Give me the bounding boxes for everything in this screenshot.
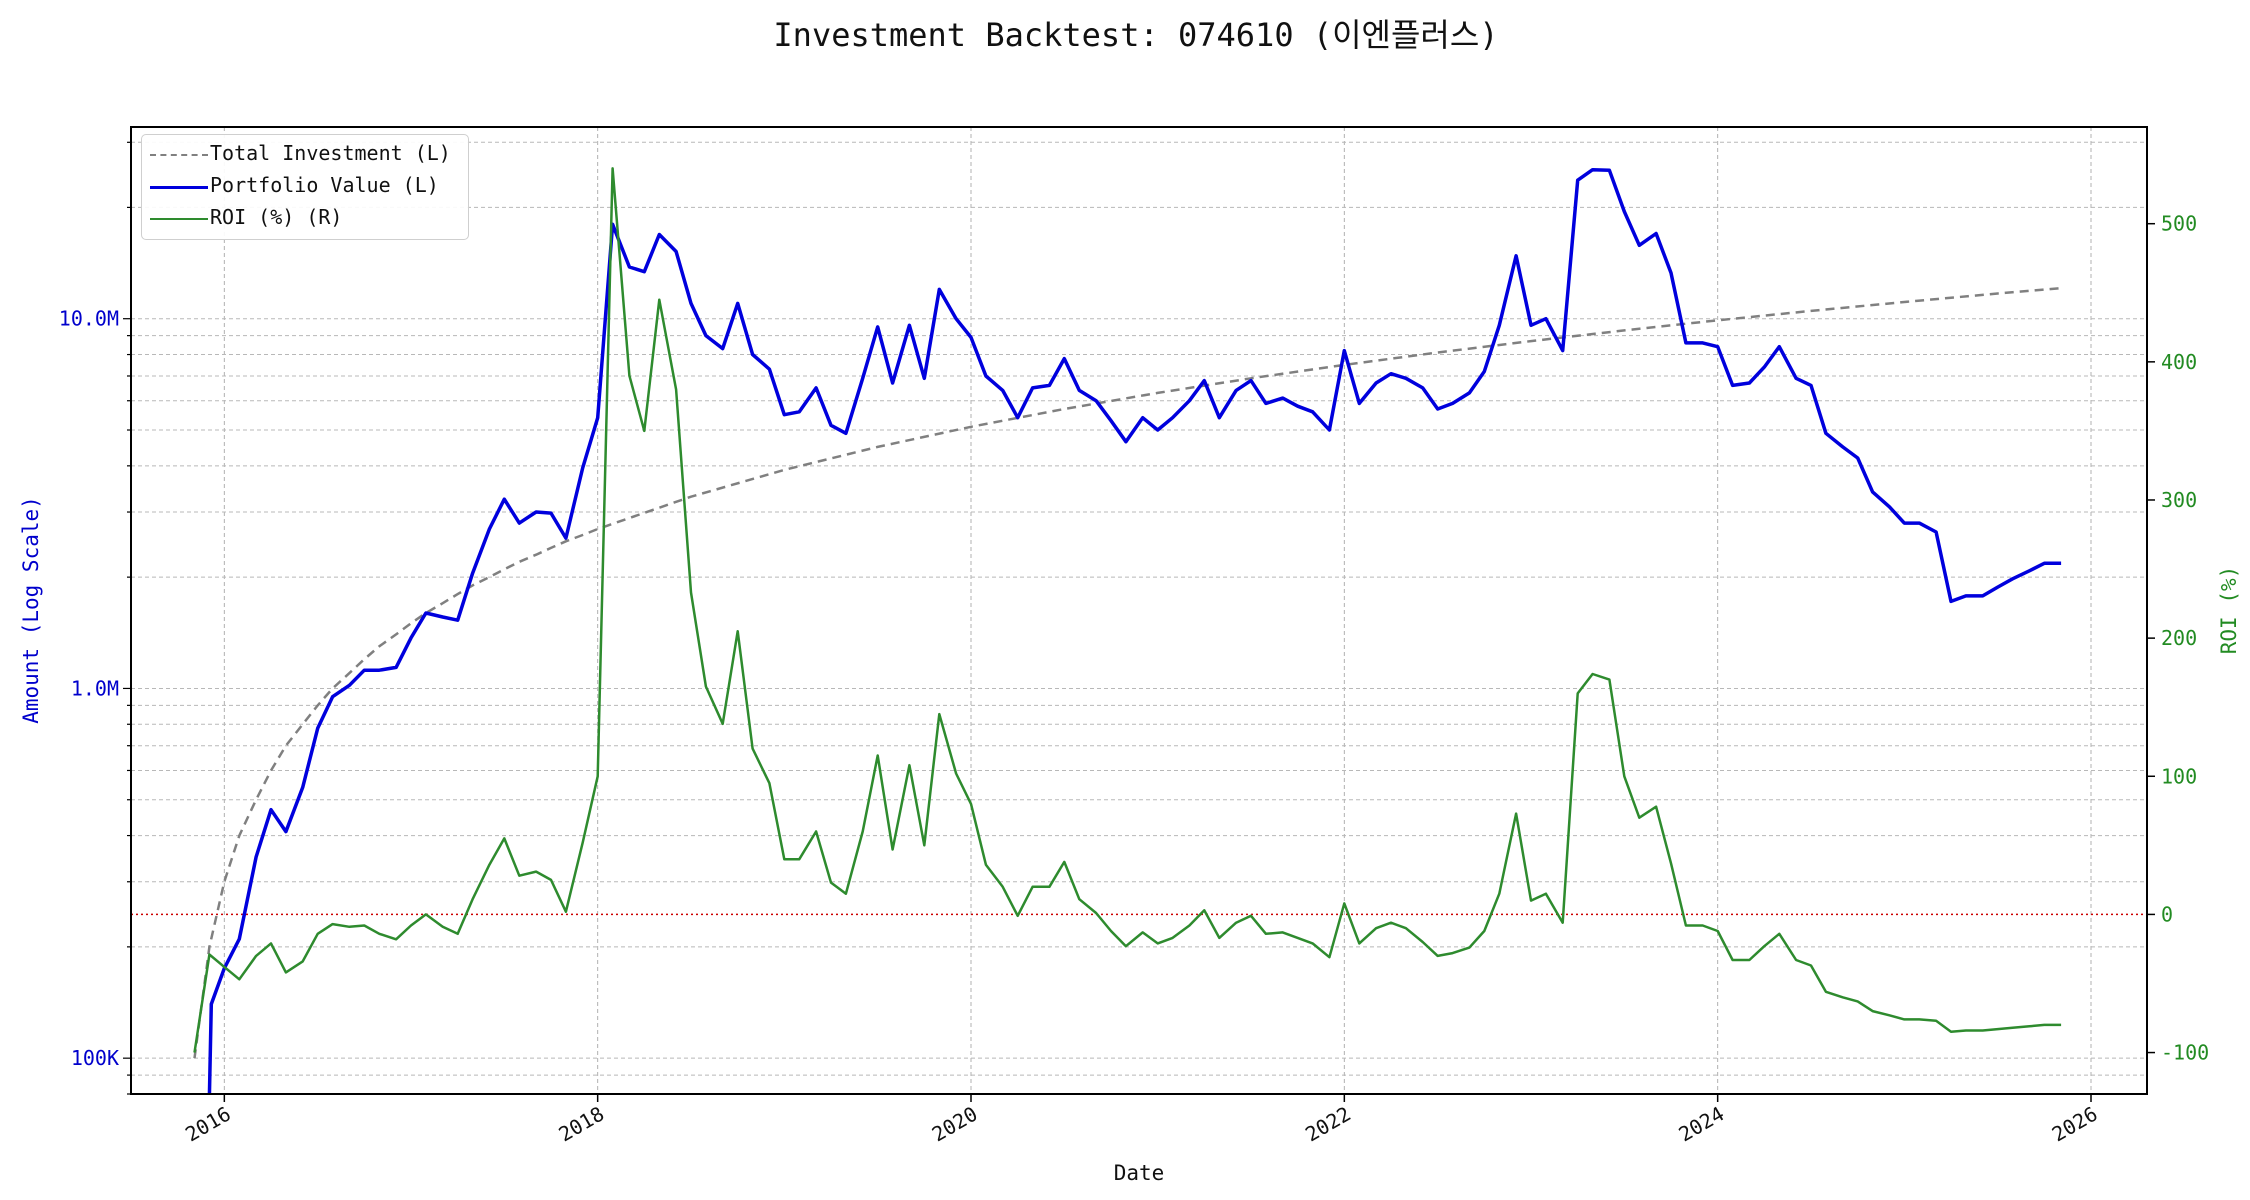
y-left-tick-label-10.0M: 10.0M: [59, 307, 119, 331]
y-right-tick-label-100: 100: [2161, 764, 2197, 788]
x-tick-label-2022: 2022: [1301, 1102, 1355, 1147]
y-right-tick-label-0: 0: [2161, 902, 2173, 926]
legend-swatch-roi: [150, 218, 208, 220]
chart-legend: Total Investment (L) Portfolio Value (L)…: [141, 134, 469, 240]
plot-frame: [130, 126, 2148, 1095]
y-left-tick-label-100K: 100K: [71, 1046, 119, 1070]
series-layer: [193, 167, 2062, 1094]
legend-item-total-investment: Total Investment (L): [142, 139, 468, 171]
y-left-axis-label: Amount (Log Scale): [19, 496, 43, 724]
legend-swatch-portfolio-value: [150, 186, 208, 189]
legend-swatch-total-investment: [150, 154, 208, 156]
legend-label-portfolio-value: Portfolio Value (L): [210, 173, 439, 197]
y-right-tick-label-400: 400: [2161, 350, 2197, 374]
x-tick-label-2020: 2020: [928, 1102, 982, 1147]
y-right-tick-label-300: 300: [2161, 488, 2197, 512]
chart-title: Investment Backtest: 074610 (이엔플러스): [773, 16, 1498, 54]
legend-label-roi: ROI (%) (R): [210, 205, 343, 229]
y-left-tick-label-1.0M: 1.0M: [71, 676, 119, 700]
x-axis-label: Date: [1114, 1161, 1165, 1185]
x-tick-label-2018: 2018: [554, 1102, 608, 1147]
series-roi: [193, 167, 2062, 1053]
series-total-investment: [193, 286, 2062, 1059]
x-tick-label-2026: 2026: [2048, 1102, 2102, 1147]
grid-layer: [131, 127, 2147, 1094]
y-right-tick-label-500: 500: [2161, 212, 2197, 236]
legend-label-total-investment: Total Investment (L): [210, 141, 451, 165]
legend-item-portfolio-value: Portfolio Value (L): [142, 171, 468, 203]
series-portfolio-value: [207, 167, 2062, 1094]
x-tick-label-2016: 2016: [181, 1102, 235, 1147]
y-right-tick-label--100: -100: [2161, 1041, 2209, 1065]
legend-item-roi: ROI (%) (R): [142, 203, 468, 235]
y-right-axis-label: ROI (%): [2217, 566, 2241, 655]
y-right-tick-label-200: 200: [2161, 626, 2197, 650]
x-tick-label-2024: 2024: [1674, 1102, 1728, 1147]
